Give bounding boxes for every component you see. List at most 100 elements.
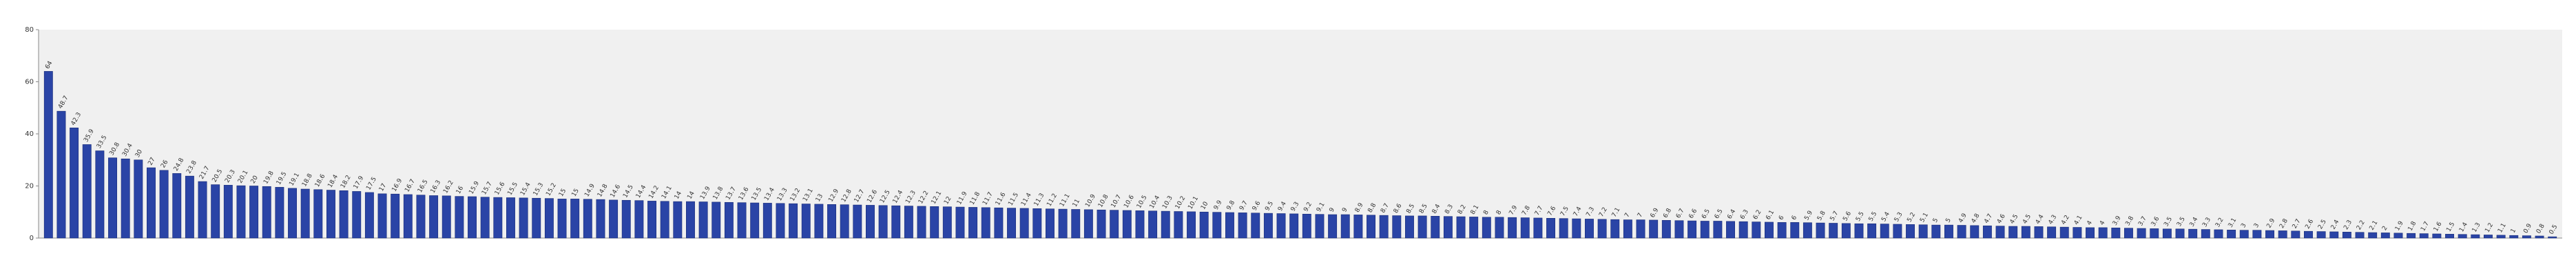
bar xyxy=(2073,227,2082,239)
value-label: 15 xyxy=(558,188,568,198)
bar xyxy=(288,188,297,239)
bar xyxy=(1829,223,1838,239)
bar xyxy=(147,167,156,239)
bar xyxy=(1469,217,1479,239)
bar xyxy=(1148,210,1158,239)
value-label: 6 xyxy=(1791,215,1799,221)
bar xyxy=(930,206,939,239)
bar xyxy=(108,157,117,239)
bar xyxy=(455,196,464,239)
bar xyxy=(493,197,503,239)
bar xyxy=(2496,235,2506,239)
value-label: 3 xyxy=(2253,222,2261,229)
bar xyxy=(673,201,683,239)
bar xyxy=(1944,224,1953,239)
bar xyxy=(1212,212,1222,239)
bar xyxy=(1713,221,1723,239)
bar xyxy=(326,190,335,239)
bar xyxy=(1161,210,1170,239)
bar xyxy=(1019,208,1029,239)
y-tick-label: 0 xyxy=(30,235,34,242)
bar xyxy=(1931,224,1941,239)
bar xyxy=(2316,231,2326,239)
bar xyxy=(1726,221,1735,239)
value-label: 1 xyxy=(2510,228,2518,235)
bar xyxy=(275,187,284,239)
bar xyxy=(1585,219,1594,239)
bar xyxy=(1315,214,1325,239)
bar xyxy=(480,197,490,239)
bar xyxy=(621,199,631,239)
bar xyxy=(2150,228,2159,239)
bar xyxy=(1083,209,1093,239)
bar xyxy=(95,150,105,239)
bar xyxy=(2137,228,2146,239)
bar xyxy=(339,190,349,239)
bar xyxy=(70,128,79,239)
bar xyxy=(1790,222,1800,239)
bar xyxy=(1174,211,1183,239)
bar xyxy=(1893,224,1902,239)
bar xyxy=(609,199,619,239)
bar xyxy=(1508,217,1517,239)
bar xyxy=(134,159,143,239)
bar xyxy=(596,199,605,239)
value-label: 17 xyxy=(378,182,388,193)
value-label: 15 xyxy=(571,188,581,198)
bar xyxy=(1225,212,1234,239)
bar xyxy=(211,184,220,239)
bar xyxy=(2509,235,2519,239)
bar xyxy=(2239,230,2249,239)
bar xyxy=(557,199,567,239)
bar xyxy=(313,189,323,239)
bar xyxy=(172,173,182,239)
bar xyxy=(1982,225,1992,239)
bar xyxy=(1379,215,1389,239)
bar xyxy=(1417,215,1427,239)
bar xyxy=(1906,224,1915,239)
value-label: 4 xyxy=(2086,219,2094,226)
bar xyxy=(1687,220,1697,239)
bar xyxy=(1058,208,1068,239)
bar xyxy=(2175,228,2185,239)
value-label: 8 xyxy=(1495,209,1504,216)
bar xyxy=(2484,235,2493,239)
bar xyxy=(1443,216,1453,239)
bar xyxy=(1738,221,1748,239)
bar xyxy=(2471,234,2480,239)
bar xyxy=(159,170,169,239)
bar xyxy=(1649,219,1659,239)
bar xyxy=(853,204,862,239)
bar xyxy=(82,144,92,239)
bar xyxy=(2086,227,2095,239)
y-tick-label: 60 xyxy=(25,79,34,86)
bar xyxy=(2535,235,2544,239)
bar xyxy=(762,203,772,239)
value-label: 9 xyxy=(1329,206,1337,213)
bar xyxy=(1392,215,1402,239)
bar xyxy=(1187,211,1196,239)
bar xyxy=(1431,215,1440,239)
bar xyxy=(1238,213,1247,239)
bar xyxy=(1777,222,1787,239)
bar xyxy=(1765,221,1774,239)
bar xyxy=(1367,215,1375,239)
bar xyxy=(2407,233,2416,239)
bar xyxy=(519,197,528,239)
bar xyxy=(1302,213,1311,239)
bar xyxy=(403,194,413,239)
bar xyxy=(737,202,747,239)
bar xyxy=(1097,209,1106,239)
bar xyxy=(1289,213,1299,239)
bar xyxy=(2291,230,2300,239)
bar xyxy=(1854,223,1864,239)
bar xyxy=(1405,215,1414,239)
bar xyxy=(506,197,515,239)
bar xyxy=(1520,217,1530,239)
bar xyxy=(994,207,1004,239)
bar xyxy=(1636,219,1645,239)
bar xyxy=(185,175,194,239)
bar xyxy=(2188,228,2198,239)
bar xyxy=(1199,211,1209,239)
bar xyxy=(416,195,426,239)
